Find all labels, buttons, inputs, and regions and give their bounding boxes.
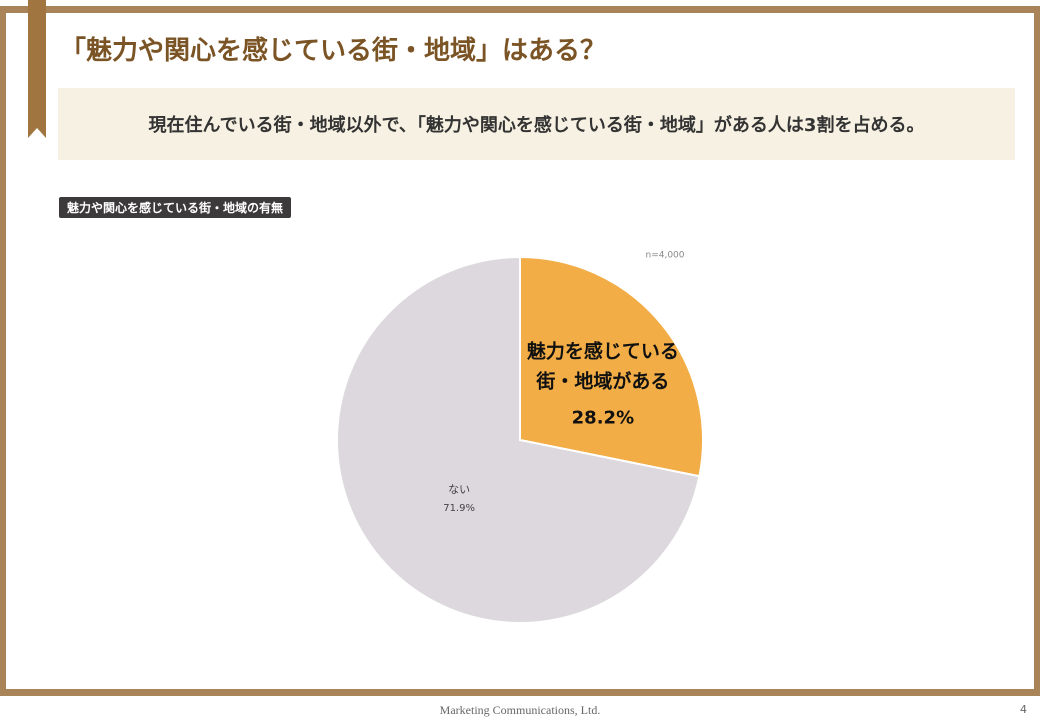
pie-slice — [336, 255, 701, 624]
slice-label: ない — [448, 483, 470, 496]
slice-value-label: 28.2% — [572, 407, 634, 428]
page-number: 4 — [1020, 703, 1027, 716]
top-border — [0, 6, 1040, 13]
pie-slice — [519, 255, 704, 478]
sample-size: n=4,000 — [645, 251, 684, 261]
bottom-border — [0, 689, 1040, 696]
slice-label: 魅力を感じている街・地域がある — [527, 339, 679, 392]
slice-value-label: 71.9% — [443, 503, 475, 514]
left-border — [0, 6, 6, 696]
chart-tag: 魅力や関心を感じている街・地域の有無 — [59, 197, 292, 218]
right-border — [1034, 6, 1040, 696]
slide-title: 「魅力や関心を感じている街・地域」はある？ — [60, 36, 607, 66]
summary: 現在住んでいる街・地域以外で、「魅力や関心を感じている街・地域」がある人は3割を… — [58, 88, 1015, 160]
footer: Marketing Communications, Ltd. — [439, 703, 601, 717]
